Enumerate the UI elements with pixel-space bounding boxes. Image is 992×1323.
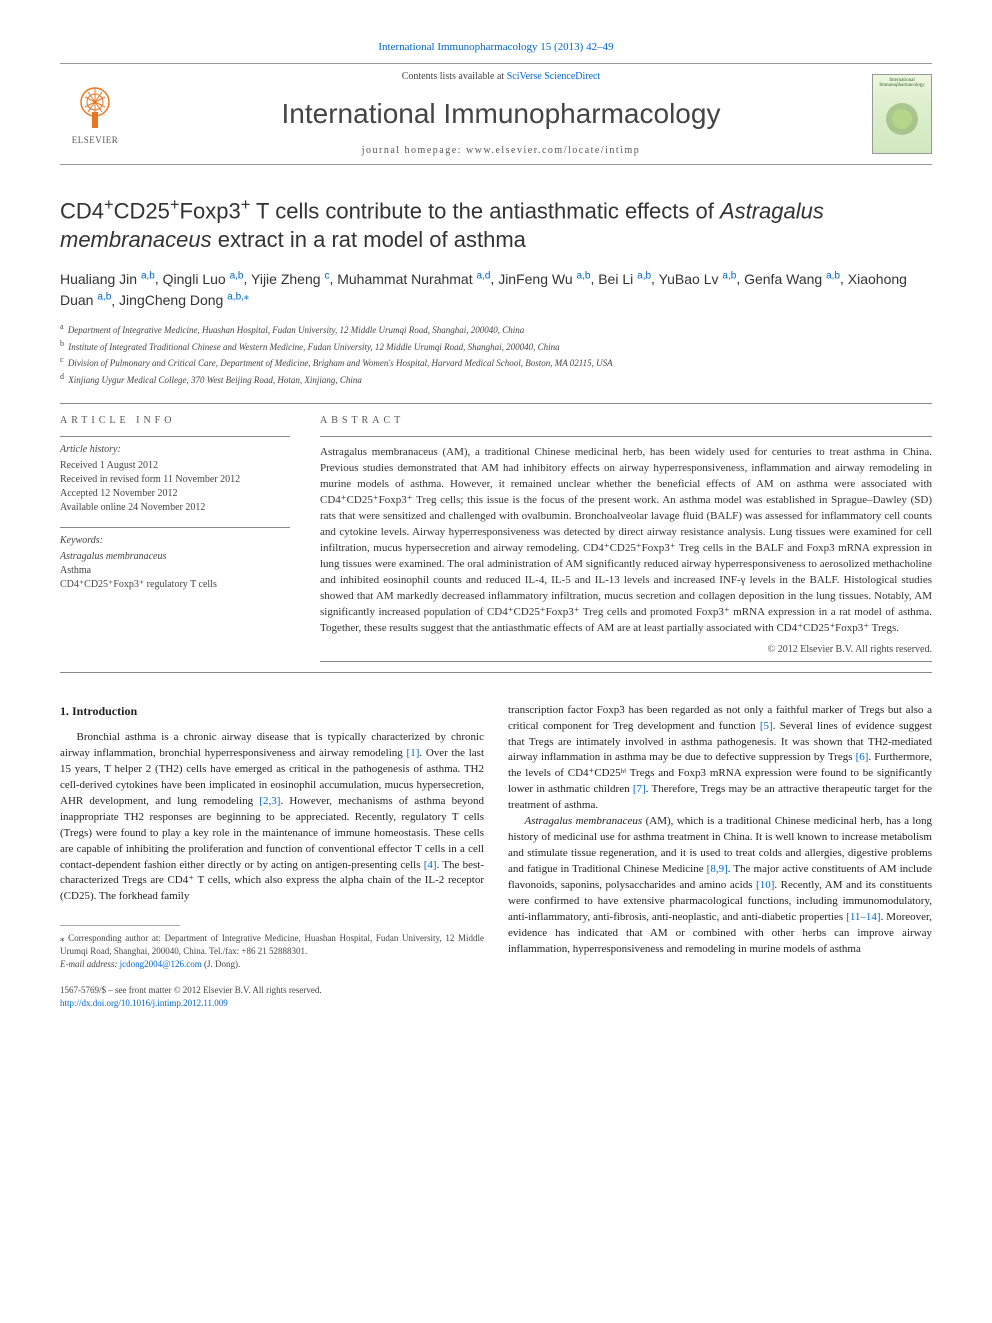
authors-list: Hualiang Jin a,b, Qingli Luo a,b, Yijie … — [60, 268, 932, 311]
elsevier-label: ELSEVIER — [72, 134, 119, 147]
reference-link[interactable]: [7] — [633, 783, 646, 795]
section-heading: 1. Introduction — [60, 703, 484, 720]
author: Genfa Wang a,b — [744, 271, 840, 287]
journal-name: International Immunopharmacology — [130, 94, 872, 133]
contents-available-line: Contents lists available at SciVerse Sci… — [130, 70, 872, 84]
cover-art-icon — [877, 91, 927, 141]
divider — [320, 661, 932, 662]
corresponding-author-footnote: ⁎ Corresponding author at: Department of… — [60, 932, 484, 957]
article-info-label: article info — [60, 414, 290, 428]
affiliations: a Department of Integrative Medicine, Hu… — [60, 321, 932, 387]
affiliation: c Division of Pulmonary and Critical Car… — [60, 354, 932, 371]
front-matter-line: 1567-5769/$ – see front matter © 2012 El… — [60, 984, 484, 997]
affiliation: a Department of Integrative Medicine, Hu… — [60, 321, 932, 338]
affiliation: d Xinjiang Uygur Medical College, 370 We… — [60, 371, 932, 388]
doi-link[interactable]: http://dx.doi.org/10.1016/j.intimp.2012.… — [60, 998, 228, 1008]
author: YuBao Lv a,b — [659, 271, 737, 287]
author: Muhammat Nurahmat a,d — [337, 271, 490, 287]
author: Qingli Luo a,b — [163, 271, 244, 287]
footer-block: 1567-5769/$ – see front matter © 2012 El… — [60, 984, 484, 1009]
elsevier-tree-icon — [70, 82, 120, 132]
contents-prefix: Contents lists available at — [402, 71, 507, 82]
body-column-left: 1. Introduction Bronchial asthma is a ch… — [60, 703, 484, 1010]
keyword: CD4⁺CD25⁺Foxp3⁺ regulatory T cells — [60, 578, 290, 592]
corresponding-author-link[interactable]: ⁎ — [244, 292, 249, 303]
journal-homepage-line: journal homepage: www.elsevier.com/locat… — [130, 144, 872, 158]
author: Hualiang Jin a,b — [60, 271, 155, 287]
reference-link[interactable]: [6] — [856, 751, 869, 763]
header-center: Contents lists available at SciVerse Sci… — [130, 64, 872, 163]
author: Bei Li a,b — [598, 271, 651, 287]
history-line: Available online 24 November 2012 — [60, 501, 290, 515]
history-line: Received in revised form 11 November 201… — [60, 473, 290, 487]
reference-link[interactable]: [5] — [760, 720, 773, 732]
body-paragraph: Bronchial asthma is a chronic airway dis… — [60, 730, 484, 905]
journal-header: ELSEVIER Contents lists available at Sci… — [60, 63, 932, 164]
journal-cover-thumbnail: International Immunopharmacology — [872, 74, 932, 154]
reference-link[interactable]: [8,9] — [707, 863, 728, 875]
divider — [60, 403, 932, 404]
abstract-label: abstract — [320, 414, 932, 428]
homepage-url: www.elsevier.com/locate/intimp — [466, 145, 640, 156]
homepage-prefix: journal homepage: — [362, 145, 466, 156]
body-paragraph: transcription factor Foxp3 has been rega… — [508, 703, 932, 815]
history-line: Received 1 August 2012 — [60, 459, 290, 473]
copyright-line: © 2012 Elsevier B.V. All rights reserved… — [320, 643, 932, 657]
article-info: article info Article history: Received 1… — [60, 414, 290, 661]
affiliation: b Institute of Integrated Traditional Ch… — [60, 338, 932, 355]
elsevier-logo: ELSEVIER — [60, 74, 130, 154]
author: JinFeng Wu a,b — [498, 271, 590, 287]
article-title: CD4+CD25+Foxp3+ T cells contribute to th… — [60, 195, 932, 255]
body-paragraph: Astragalus membranaceus (AM), which is a… — [508, 814, 932, 957]
author: JingCheng Dong a,b,⁎ — [119, 292, 249, 308]
author: Yijie Zheng c — [251, 271, 329, 287]
reference-link[interactable]: [1] — [407, 747, 420, 759]
email-footnote: E-mail address: jcdong2004@126.com (J. D… — [60, 958, 484, 971]
body-column-right: transcription factor Foxp3 has been rega… — [508, 703, 932, 1010]
reference-link[interactable]: [2,3] — [259, 795, 280, 807]
article-history-block: Article history: Received 1 August 2012 … — [60, 436, 290, 515]
divider — [320, 436, 932, 437]
reference-link[interactable]: [10] — [756, 879, 774, 891]
history-heading: Article history: — [60, 443, 290, 457]
footnote-divider — [60, 925, 180, 926]
journal-citation-link[interactable]: International Immunopharmacology 15 (201… — [378, 41, 613, 53]
abstract: abstract Astragalus membranaceus (AM), a… — [320, 414, 932, 661]
keyword: Astragalus membranaceus — [60, 550, 290, 564]
reference-link[interactable]: [11–14] — [846, 911, 880, 923]
divider — [60, 672, 932, 673]
history-line: Accepted 12 November 2012 — [60, 487, 290, 501]
body-columns: 1. Introduction Bronchial asthma is a ch… — [60, 703, 932, 1010]
keywords-heading: Keywords: — [60, 534, 290, 548]
keywords-block: Keywords: Astragalus membranaceus Asthma… — [60, 527, 290, 592]
info-abstract-row: article info Article history: Received 1… — [60, 414, 932, 661]
cover-thumb-title: International Immunopharmacology — [876, 78, 928, 89]
email-link[interactable]: jcdong2004@126.com — [120, 959, 202, 969]
sciencedirect-link[interactable]: SciVerse ScienceDirect — [507, 71, 601, 82]
reference-link[interactable]: [4] — [424, 859, 437, 871]
abstract-text: Astragalus membranaceus (AM), a traditio… — [320, 445, 932, 636]
keyword: Asthma — [60, 564, 290, 578]
